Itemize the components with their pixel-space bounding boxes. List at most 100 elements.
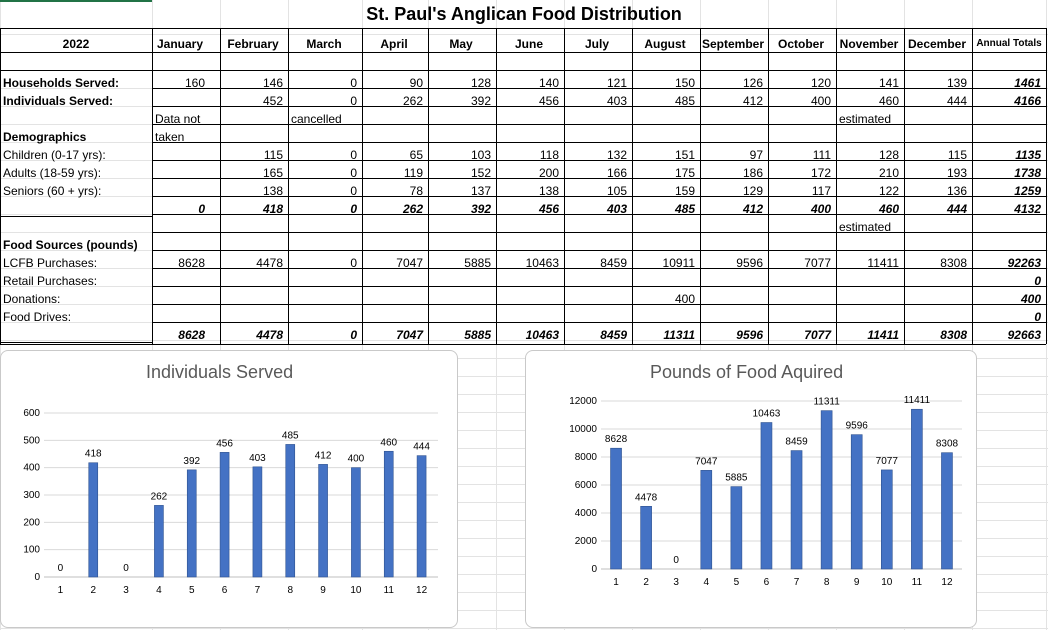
demo_total-cell: 444 (946, 202, 967, 216)
x-tick-label: 6 (222, 585, 228, 596)
demo_total-cell: 392 (470, 202, 491, 216)
data-label: 400 (348, 454, 365, 465)
x-tick-label: 2 (643, 577, 649, 588)
x-tick-label: 1 (613, 577, 619, 588)
x-tick-label: 11 (912, 577, 923, 588)
month-header: August (644, 37, 686, 51)
children-total: 1135 (1015, 148, 1041, 162)
bar[interactable] (154, 505, 164, 578)
month-header: July (584, 37, 609, 51)
children-label: Children (0-17 yrs): (3, 148, 106, 162)
lcfb-cell: 7047 (396, 256, 423, 270)
bar[interactable] (941, 452, 953, 570)
adults-cell: 166 (606, 166, 627, 180)
food_total-cell: 5885 (464, 328, 491, 342)
food_total-total: 92663 (1007, 328, 1041, 342)
y-tick-label: 2000 (575, 536, 598, 547)
households-cell: 128 (470, 76, 491, 90)
seniors-cell: 136 (946, 184, 967, 198)
children-cell: 0 (350, 148, 357, 162)
y-tick-label: 12000 (569, 396, 597, 407)
bar[interactable] (760, 422, 773, 570)
bar[interactable] (88, 462, 99, 578)
bar[interactable] (383, 450, 394, 578)
bar[interactable] (219, 452, 230, 578)
bar[interactable] (850, 434, 863, 570)
data-label: 5885 (725, 473, 748, 484)
food-chart-panel[interactable]: Pounds of Food Aquired 0 2000 4000 6000 8000… (525, 350, 977, 628)
individuals-cell: 456 (538, 94, 559, 108)
data-label: 11311 (813, 397, 840, 408)
demo_total-cell: 0 (198, 202, 205, 216)
adults-cell: 175 (674, 166, 695, 180)
adults-cell: 0 (350, 166, 357, 180)
households-cell: 90 (409, 76, 423, 90)
x-tick-label: 12 (416, 585, 428, 596)
y-tick-label: 600 (23, 408, 40, 419)
x-tick-label: 9 (320, 585, 326, 596)
bar[interactable] (640, 506, 652, 570)
x-tick-label: 7 (255, 585, 261, 596)
bar[interactable] (730, 486, 743, 570)
year-header: 2022 (62, 37, 90, 51)
bar[interactable] (790, 450, 803, 570)
lcfb-cell: 11411 (867, 256, 899, 270)
households-cell: 120 (810, 76, 831, 90)
lcfb-cell: 8459 (600, 256, 627, 270)
data-label: 460 (380, 437, 397, 448)
bar[interactable] (700, 470, 713, 570)
retail-total: 0 (1034, 274, 1041, 288)
demo_total-cell: 412 (742, 202, 763, 216)
food_total-cell: 8459 (600, 328, 627, 342)
lcfb-cell: 7077 (804, 256, 831, 270)
month-header: March (306, 37, 342, 51)
bar[interactable] (186, 469, 197, 578)
x-tick-label: 1 (58, 585, 64, 596)
demographics-label: Demographics (3, 130, 87, 144)
bar[interactable] (318, 464, 328, 578)
month-header: November (839, 37, 899, 51)
bar[interactable] (610, 447, 622, 570)
bar[interactable] (911, 408, 923, 570)
data-label: 4478 (635, 492, 658, 503)
y-tick-label: 4000 (575, 508, 598, 519)
food_total-cell: 0 (350, 328, 357, 342)
retail-label: Retail Purchases: (3, 274, 98, 288)
month-header: December (907, 37, 967, 51)
bar[interactable] (820, 410, 833, 570)
note-data-not-taken: Data not (155, 112, 201, 126)
note-estimated: estimated (839, 112, 892, 126)
households-cell: 140 (538, 76, 559, 90)
individuals-chart-title: Individuals Served (146, 362, 294, 382)
seniors-cell: 138 (262, 184, 283, 198)
bar[interactable] (880, 469, 893, 570)
bar[interactable] (416, 455, 427, 578)
month-header: September (701, 37, 765, 51)
bar[interactable] (252, 466, 263, 578)
data-label: 444 (413, 442, 430, 453)
y-tick-label: 0 (34, 572, 40, 583)
children-cell: 97 (749, 148, 763, 162)
data-label: 7047 (695, 456, 718, 467)
bar[interactable] (285, 444, 296, 578)
x-tick-label: 6 (764, 577, 770, 588)
seniors-cell: 159 (674, 184, 695, 198)
individuals-cell: 403 (606, 94, 627, 108)
data-label: 11411 (904, 395, 931, 406)
individuals-chart-panel[interactable]: Individuals Served 0 100 200 300 400 500 600 0 1… (0, 350, 458, 628)
adults-label: Adults (18-59 yrs): (3, 166, 102, 180)
children-cell: 65 (409, 148, 423, 162)
seniors-label: Seniors (60 + yrs): (3, 184, 102, 198)
data-label: 485 (282, 430, 299, 441)
lcfb-total: 92263 (1007, 256, 1041, 270)
lcfb-cell: 8308 (940, 256, 967, 270)
x-tick-label: 10 (350, 585, 362, 596)
bar[interactable] (351, 467, 361, 578)
children-cell: 132 (606, 148, 627, 162)
data-label: 0 (58, 563, 64, 574)
x-tick-label: 3 (673, 577, 679, 588)
food_total-cell: 7047 (396, 328, 423, 342)
children-cell: 115 (947, 148, 967, 162)
x-tick-label: 5 (189, 585, 195, 596)
households-cell: 0 (350, 76, 357, 90)
